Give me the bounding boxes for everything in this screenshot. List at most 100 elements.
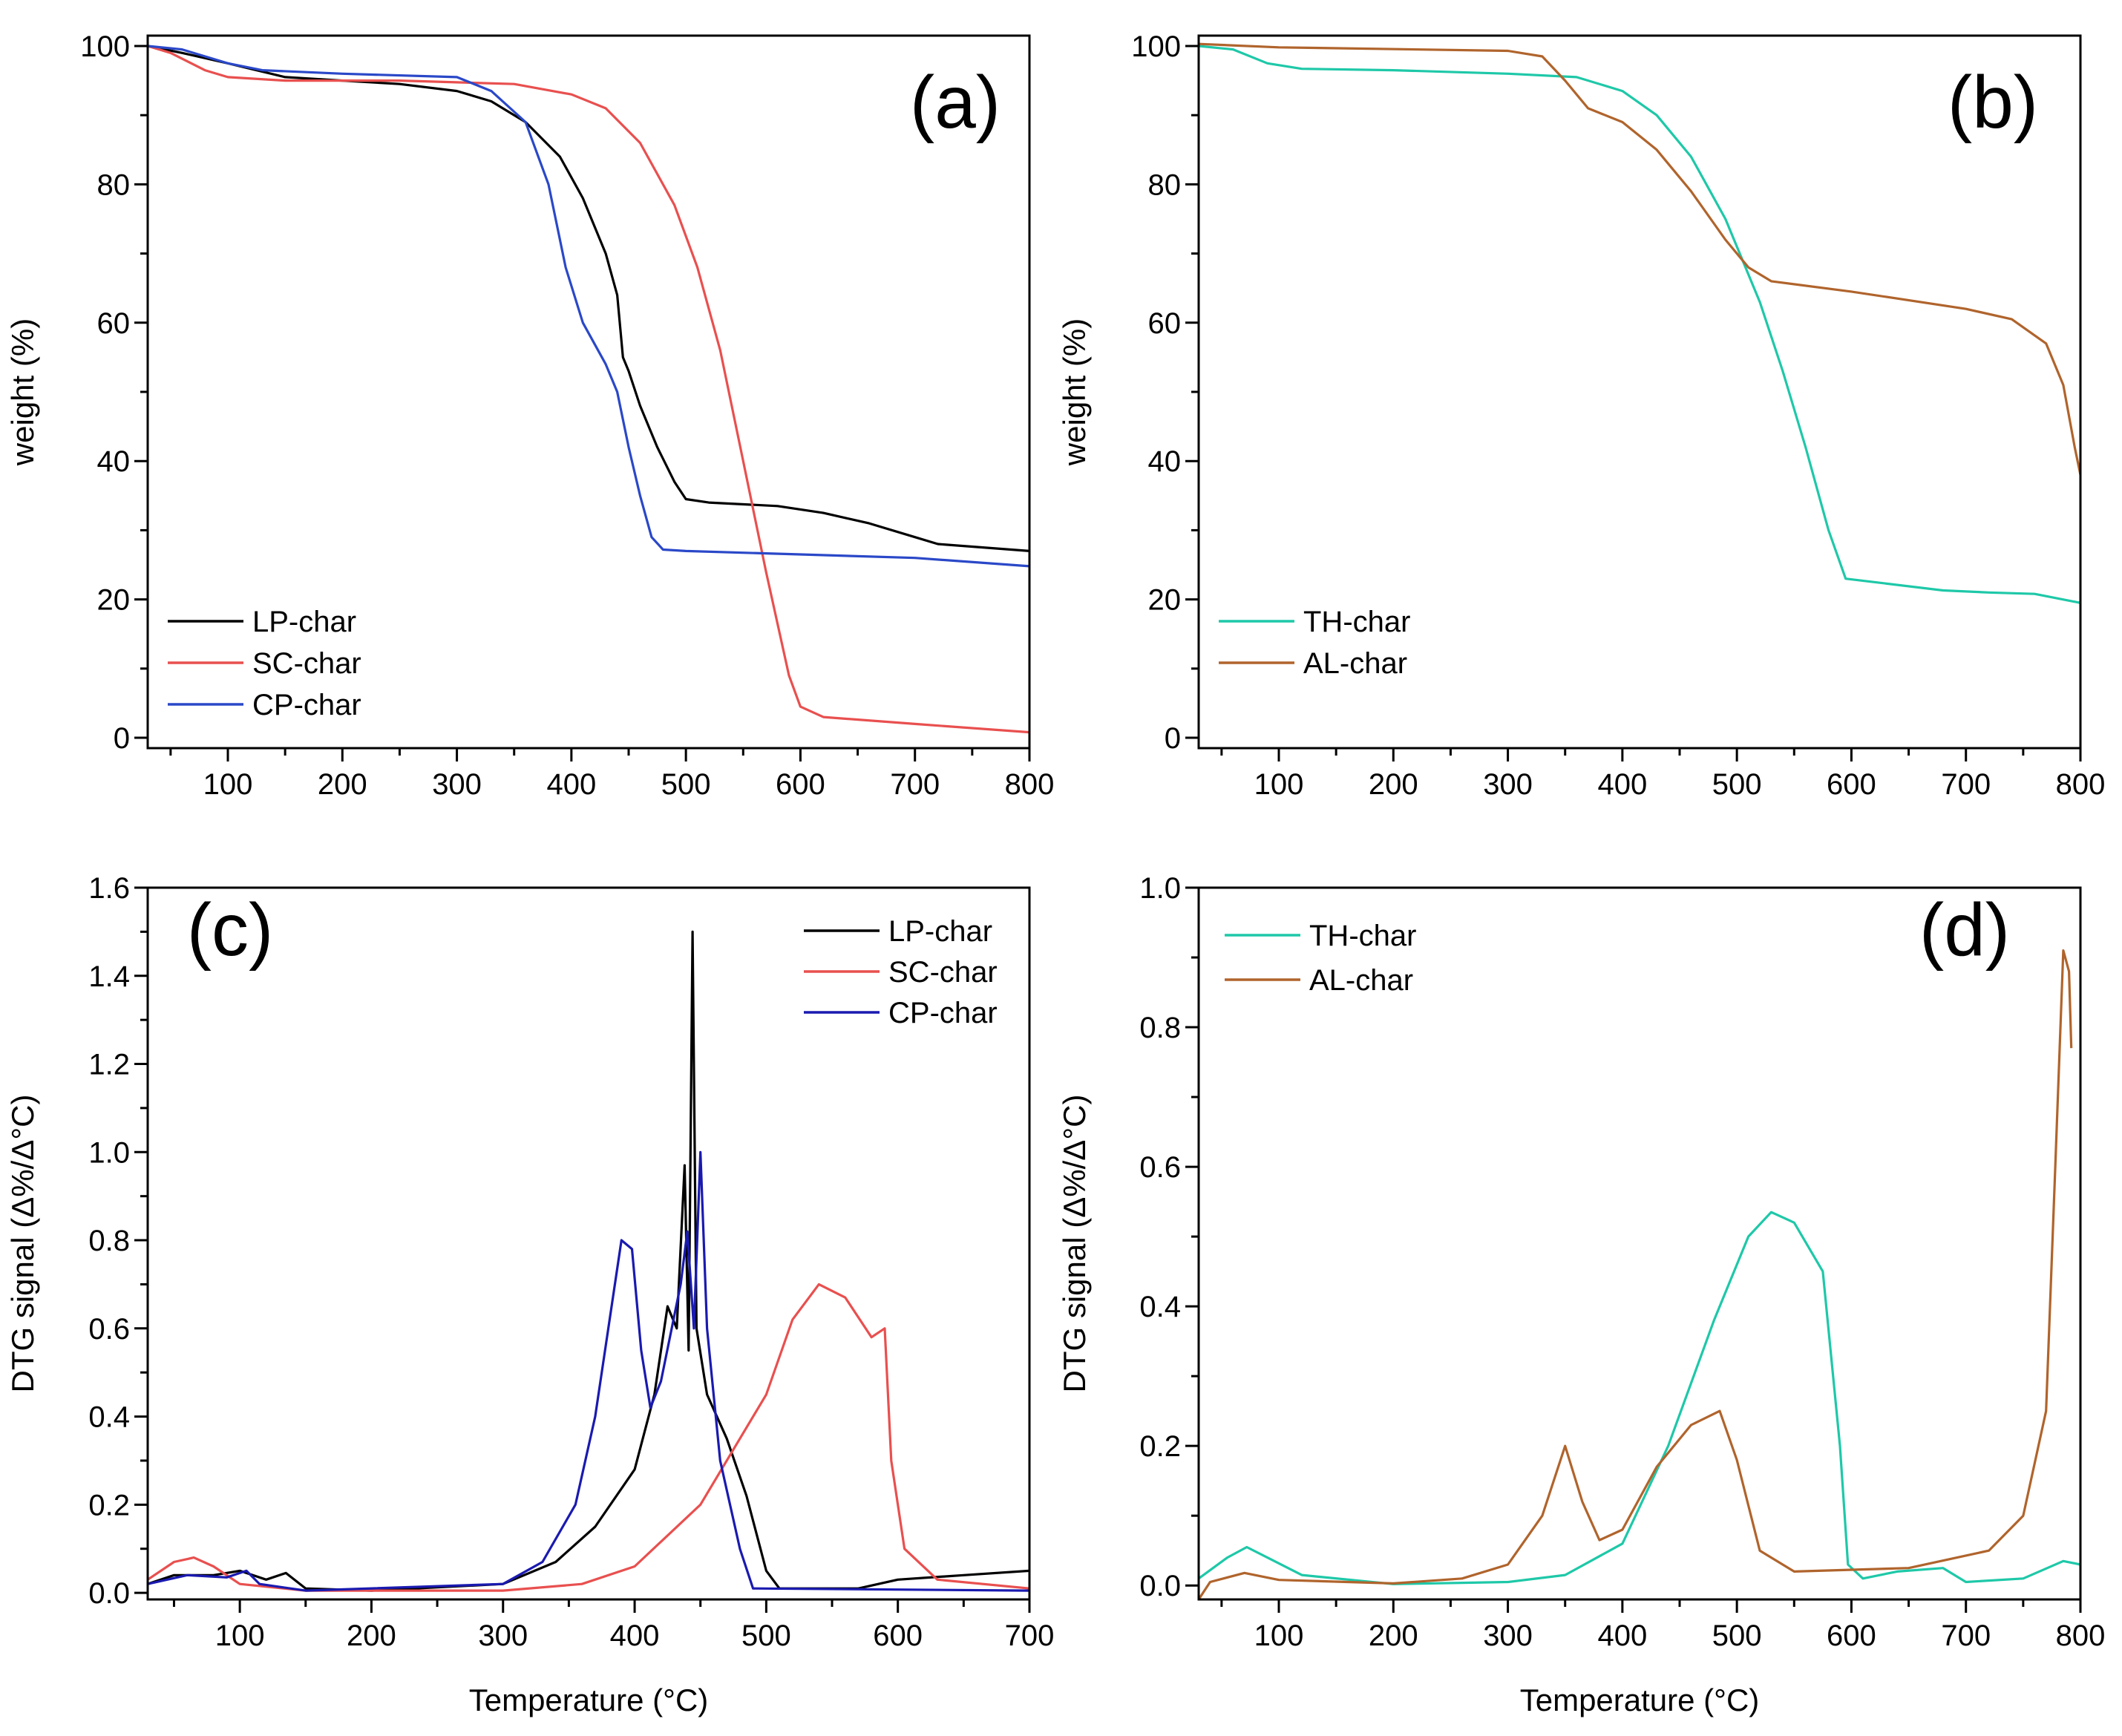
series-line-sc-char [147,1283,1030,1592]
plot-frame [146,34,1031,750]
legend-label: LP-char [252,606,356,638]
y-tick-label: 20 [1148,584,1182,617]
y-tick-label: 0 [1165,722,1181,755]
panel-label: (c) [187,888,274,972]
x-tick-label: 300 [1483,1619,1533,1652]
x-tick-label: 100 [1254,1619,1304,1652]
series-line-lp-char [147,45,1030,552]
y-tick-label: 100 [80,30,130,63]
legend-label: TH-char [1303,606,1410,638]
legend: LP-char SC-char CP-char [168,606,361,721]
y-tick-label: 0.8 [88,1225,130,1257]
y-tick-label: 0 [114,722,130,755]
panel-label: (b) [1948,61,2038,144]
y-tick-label: 100 [1131,30,1181,63]
y-tick-label: 1.6 [88,872,130,905]
y-tick-label: 20 [97,584,131,617]
series-line-sc-char [147,45,1030,734]
x-tick-label: 500 [1712,1619,1762,1652]
y-tick-label: 1.4 [88,960,130,993]
panel-b: 100 200 300 400 500 600 700 800 0 20 40 60 80 100 weig… [1057,30,2105,801]
x-tick-label: 100 [203,768,253,801]
x-axis-title: Temperature (°C) [1520,1683,1760,1717]
x-tick-label: 600 [873,1619,923,1652]
y-tick-label: 60 [97,307,131,340]
x-tick-label: 800 [2056,1619,2106,1652]
x-tick-label: 700 [1941,1619,1991,1652]
x-tick-label: 600 [1827,768,1876,801]
legend-label: LP-char [888,915,992,948]
y-tick-label: 0.2 [1139,1430,1181,1463]
x-tick-label: 700 [1941,768,1991,801]
panel-label: (d) [1919,888,2010,972]
plot-frame [1197,886,2082,1601]
y-axis-title: DTG signal (Δ%/Δ°C) [1057,1095,1092,1393]
x-axis-title: Temperature (°C) [469,1683,709,1717]
x-tick-label: 300 [1483,768,1533,801]
y-tick-label: 0.0 [88,1577,130,1610]
x-tick-label: 500 [1712,768,1762,801]
legend-label: CP-char [888,997,998,1029]
series-line-cp-char [147,1150,1030,1592]
series-line-al-char [1198,42,2082,476]
x-tick-label: 300 [478,1619,528,1652]
x-tick-label: 400 [1597,768,1647,801]
series-line-th-char [1198,45,2081,604]
x-tick-label: 700 [890,768,940,801]
series-line-lp-char [147,930,1030,1592]
legend: TH-char AL-char [1219,606,1410,680]
x-tick-label: 200 [347,1619,396,1652]
legend-label: AL-char [1303,647,1407,680]
legend-label: SC-char [252,647,361,680]
series-line-cp-char [147,45,1030,568]
x-tick-label: 100 [215,1619,265,1652]
x-tick-label: 400 [1597,1619,1647,1652]
panel-d: 100 200 300 400 500 600 700 800 0.0 0.2 0.4 0.6 0.8 1… [1057,872,2105,1717]
plot-frame [146,886,1031,1601]
panel-a: 100 200 300 400 500 600 700 800 0 20 40 60 80 100 weig… [5,30,1054,801]
legend: LP-char SC-char CP-char [804,915,998,1029]
panel-label: (a) [910,61,1001,144]
x-tick-label: 400 [610,1619,660,1652]
y-tick-label: 0.4 [1139,1291,1181,1323]
x-tick-label: 200 [318,768,367,801]
x-tick-label: 600 [1827,1619,1876,1652]
x-tick-label: 200 [1369,1619,1418,1652]
y-axis-title: weight (%) [5,318,40,466]
y-tick-label: 0.4 [88,1401,130,1434]
y-tick-label: 1.0 [88,1136,130,1169]
x-tick-label: 500 [661,768,711,801]
x-tick-label: 100 [1254,768,1304,801]
y-tick-label: 60 [1148,307,1182,340]
y-tick-label: 0.0 [1139,1570,1181,1602]
x-tick-label: 500 [741,1619,791,1652]
y-tick-label: 1.2 [88,1049,130,1081]
x-tick-label: 700 [1005,1619,1055,1652]
legend-label: TH-char [1309,920,1416,952]
panel-c: 100 200 300 400 500 600 700 0.0 0.2 0.4 0.6 0.8 1.0 1… [5,872,1054,1717]
x-tick-label: 200 [1369,768,1418,801]
x-tick-label: 300 [432,768,482,801]
legend-label: SC-char [888,956,998,989]
y-tick-label: 0.6 [88,1313,130,1346]
legend-label: CP-char [252,689,361,721]
x-tick-label: 400 [546,768,596,801]
y-axis-title: weight (%) [1057,318,1092,466]
y-tick-label: 80 [1148,168,1182,201]
legend-label: AL-char [1309,964,1413,997]
y-tick-label: 0.8 [1139,1012,1181,1044]
y-tick-label: 1.0 [1139,872,1181,905]
x-tick-label: 800 [1005,768,1055,801]
x-tick-label: 800 [2056,768,2106,801]
y-axis-title: DTG signal (Δ%/Δ°C) [5,1095,40,1393]
y-tick-label: 40 [1148,445,1182,478]
y-tick-label: 40 [97,445,131,478]
legend: TH-char AL-char [1225,920,1416,997]
series-line-al-char [1197,949,2073,1600]
x-tick-label: 600 [776,768,825,801]
y-tick-label: 0.6 [1139,1151,1181,1184]
series-line-th-char [1198,1211,2081,1585]
y-tick-label: 80 [97,168,131,201]
y-tick-label: 0.2 [88,1489,130,1522]
